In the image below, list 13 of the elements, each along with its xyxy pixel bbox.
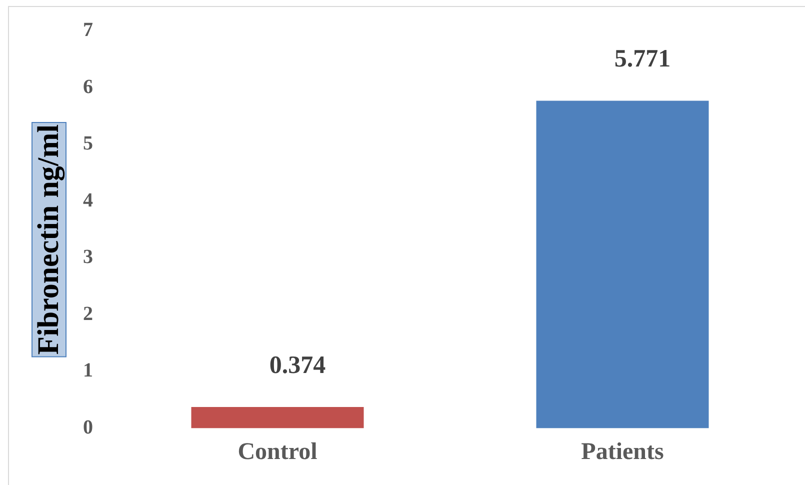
y-tick-label: 1: [83, 360, 93, 382]
x-tick-label: Control: [238, 438, 318, 465]
y-tick-label: 6: [83, 76, 93, 98]
y-tick-label: 4: [83, 189, 93, 212]
y-tick-label: 2: [83, 302, 93, 325]
y-tick-label: 7: [83, 19, 93, 42]
data-label: 5.771: [614, 46, 671, 73]
data-label: 0.374: [269, 352, 326, 379]
y-tick-label: 5: [83, 132, 93, 155]
y-tick-label: 3: [83, 246, 93, 268]
y-tick-label: 0: [83, 416, 93, 438]
y-axis-title: Fibronectin ng/ml: [32, 124, 65, 355]
x-tick-label: Patients: [581, 438, 664, 465]
